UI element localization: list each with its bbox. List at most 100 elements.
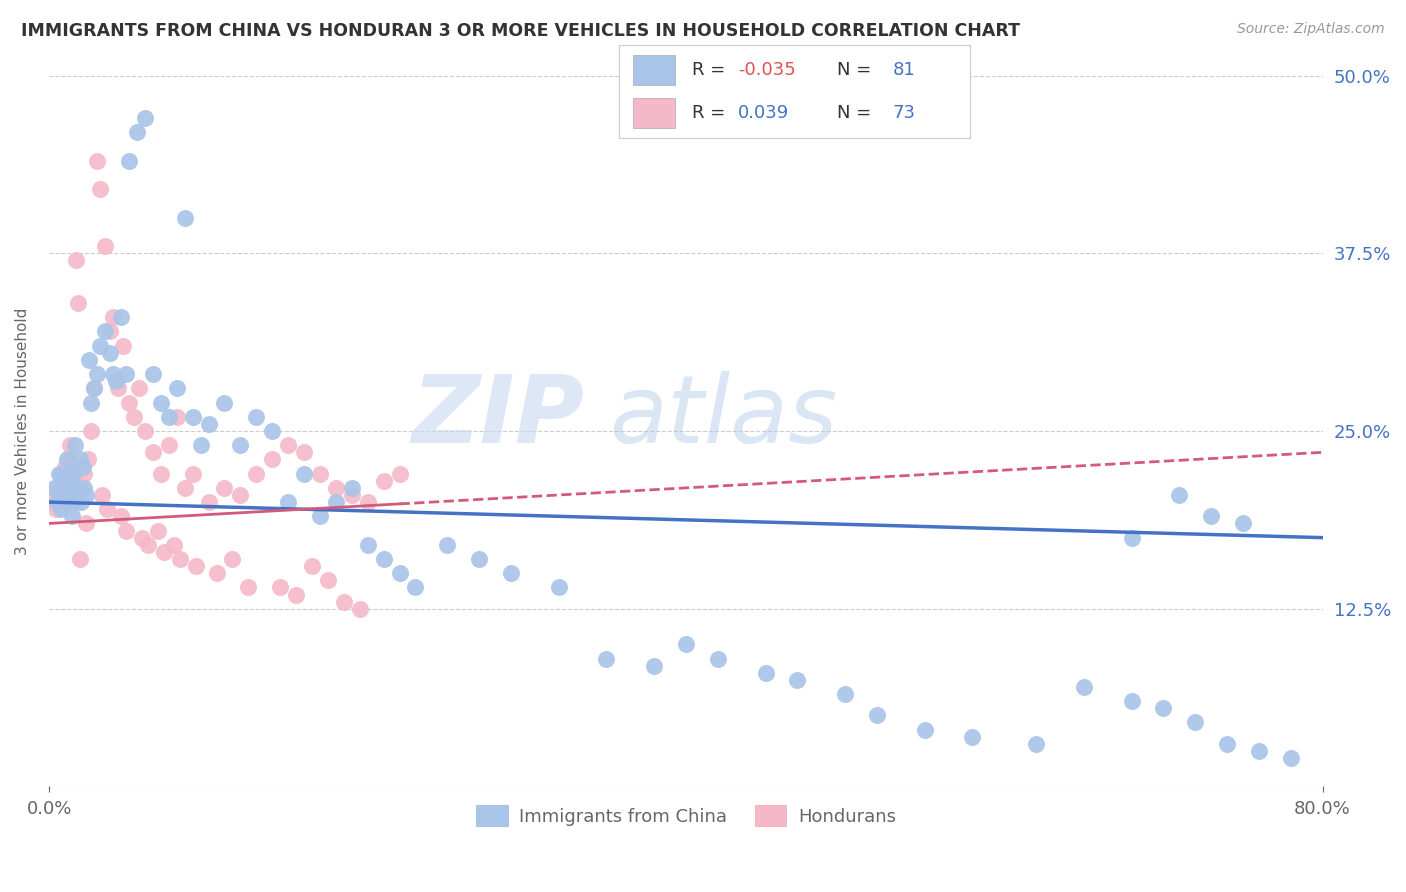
Point bbox=[1247, 744, 1270, 758]
Point bbox=[80, 424, 103, 438]
Point bbox=[1199, 509, 1222, 524]
Point bbox=[60, 495, 83, 509]
Point bbox=[94, 325, 117, 339]
Point bbox=[96, 502, 118, 516]
Point bbox=[89, 182, 111, 196]
Point bbox=[214, 395, 236, 409]
Point bbox=[269, 581, 291, 595]
Point bbox=[142, 367, 165, 381]
Point bbox=[373, 552, 395, 566]
Point bbox=[58, 481, 80, 495]
Point bbox=[340, 488, 363, 502]
Point bbox=[65, 495, 87, 509]
Point bbox=[59, 438, 82, 452]
Point bbox=[149, 395, 172, 409]
Point bbox=[914, 723, 936, 737]
Point bbox=[48, 488, 70, 502]
Point bbox=[58, 452, 80, 467]
Point bbox=[63, 438, 86, 452]
Point bbox=[63, 474, 86, 488]
Point bbox=[142, 445, 165, 459]
Point bbox=[91, 488, 114, 502]
Point bbox=[388, 566, 411, 581]
Point bbox=[181, 467, 204, 481]
Text: N =: N = bbox=[837, 62, 876, 79]
Text: 73: 73 bbox=[893, 103, 915, 121]
Point bbox=[131, 531, 153, 545]
Point bbox=[499, 566, 522, 581]
Text: N =: N = bbox=[837, 103, 876, 121]
Point bbox=[153, 545, 176, 559]
Point bbox=[1168, 488, 1191, 502]
Point bbox=[114, 367, 136, 381]
Point bbox=[80, 395, 103, 409]
Point bbox=[122, 409, 145, 424]
Point bbox=[301, 559, 323, 574]
Text: ZIP: ZIP bbox=[412, 371, 583, 463]
Point bbox=[62, 467, 84, 481]
Point bbox=[866, 708, 889, 723]
Point bbox=[292, 467, 315, 481]
Point bbox=[59, 495, 82, 509]
Point bbox=[404, 581, 426, 595]
Point bbox=[52, 495, 75, 509]
Point bbox=[86, 367, 108, 381]
Point bbox=[52, 488, 75, 502]
Point bbox=[46, 481, 69, 495]
Point bbox=[309, 509, 332, 524]
Point bbox=[333, 594, 356, 608]
Point bbox=[70, 481, 93, 495]
Point bbox=[325, 495, 347, 509]
Point bbox=[214, 481, 236, 495]
Point bbox=[238, 581, 260, 595]
Bar bbox=[633, 98, 675, 128]
Point bbox=[707, 651, 730, 665]
Point bbox=[67, 481, 90, 495]
Point bbox=[349, 601, 371, 615]
Text: R =: R = bbox=[692, 103, 737, 121]
Point bbox=[1121, 531, 1143, 545]
Point bbox=[675, 637, 697, 651]
Point bbox=[89, 339, 111, 353]
Point bbox=[373, 474, 395, 488]
Point bbox=[229, 438, 252, 452]
Point bbox=[184, 559, 207, 574]
Point bbox=[69, 452, 91, 467]
Point bbox=[277, 438, 299, 452]
Point bbox=[468, 552, 491, 566]
Legend: Immigrants from China, Hondurans: Immigrants from China, Hondurans bbox=[468, 797, 903, 834]
Point bbox=[98, 346, 121, 360]
Point bbox=[357, 495, 380, 509]
Point bbox=[1121, 694, 1143, 708]
Point bbox=[69, 552, 91, 566]
Point bbox=[169, 552, 191, 566]
Point bbox=[49, 467, 72, 481]
Point bbox=[173, 211, 195, 225]
Point bbox=[166, 381, 188, 395]
Point bbox=[111, 339, 134, 353]
Text: Source: ZipAtlas.com: Source: ZipAtlas.com bbox=[1237, 22, 1385, 37]
Point bbox=[262, 452, 284, 467]
Point bbox=[181, 409, 204, 424]
Point bbox=[1184, 715, 1206, 730]
Point bbox=[1073, 680, 1095, 694]
Point bbox=[149, 467, 172, 481]
Point bbox=[77, 352, 100, 367]
Point bbox=[1025, 737, 1047, 751]
Point bbox=[834, 687, 856, 701]
Point bbox=[70, 495, 93, 509]
Point bbox=[277, 495, 299, 509]
Point bbox=[75, 516, 97, 531]
Bar bbox=[633, 55, 675, 85]
Y-axis label: 3 or more Vehicles in Household: 3 or more Vehicles in Household bbox=[15, 308, 30, 555]
Point bbox=[107, 381, 129, 395]
Point bbox=[786, 673, 808, 687]
Point bbox=[595, 651, 617, 665]
Point bbox=[45, 502, 67, 516]
Point bbox=[1152, 701, 1174, 715]
Point bbox=[205, 566, 228, 581]
Point bbox=[197, 495, 219, 509]
Point bbox=[110, 310, 132, 325]
Point bbox=[62, 467, 84, 481]
Point bbox=[86, 153, 108, 168]
